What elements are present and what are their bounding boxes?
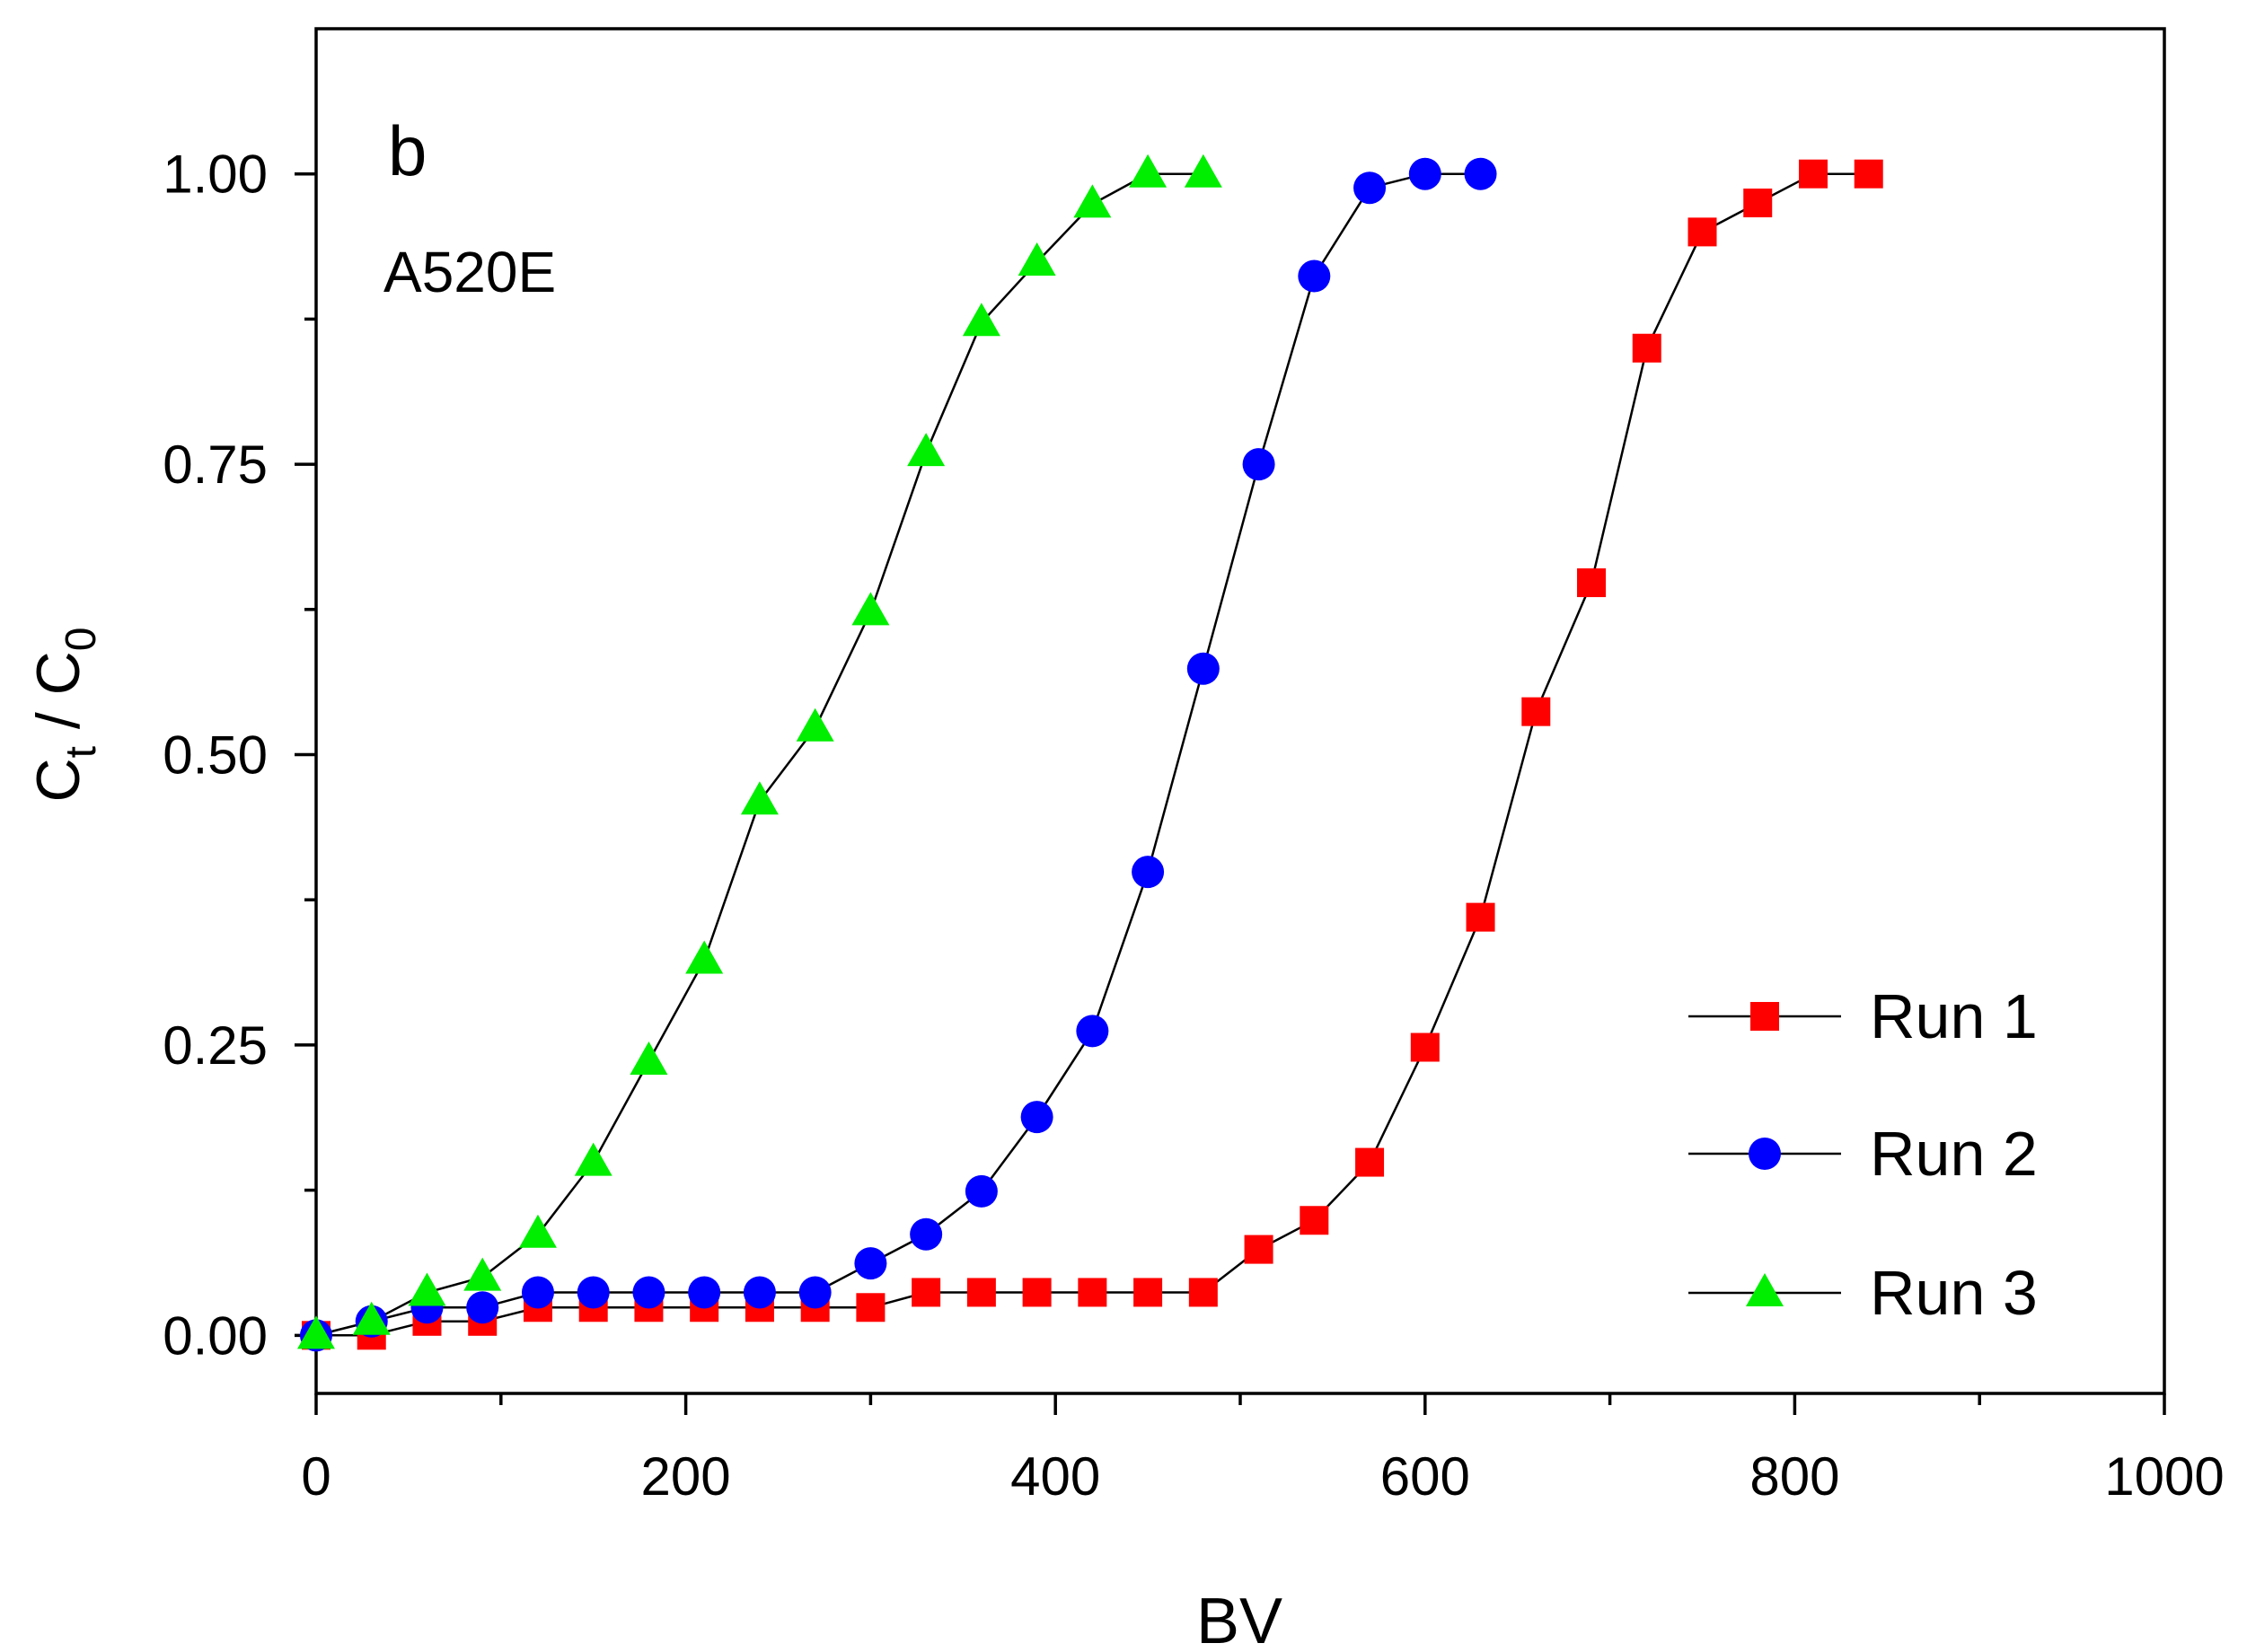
data-point-run-1 <box>856 1293 886 1322</box>
data-point-run-1 <box>1188 1278 1218 1307</box>
data-point-run-1 <box>966 1278 996 1307</box>
data-point-run-2 <box>965 1174 998 1208</box>
data-point-run-3 <box>1129 154 1168 188</box>
legend-label: Run 2 <box>1870 1119 2038 1189</box>
data-point-run-1 <box>1078 1278 1107 1307</box>
y-tick-label: 0.00 <box>163 1305 268 1366</box>
data-point-run-1 <box>1355 1147 1385 1177</box>
legend: Run 1 Run 2 Run 3 <box>1688 981 2038 1328</box>
data-point-run-3 <box>297 1315 335 1349</box>
legend-marker <box>1750 1002 1779 1031</box>
data-point-run-2 <box>1353 171 1387 205</box>
legend-marker <box>1749 1138 1781 1170</box>
panel-label: b <box>388 111 427 190</box>
data-point-run-1 <box>1854 159 1883 189</box>
data-point-run-2 <box>521 1276 554 1309</box>
data-point-run-3 <box>1018 242 1056 277</box>
data-point-run-3 <box>630 1041 668 1076</box>
data-point-run-3 <box>907 433 946 467</box>
data-point-run-1 <box>1022 1278 1052 1307</box>
data-point-run-2 <box>854 1247 887 1280</box>
data-point-run-3 <box>685 940 724 974</box>
data-point-run-3 <box>740 781 779 815</box>
data-point-run-2 <box>1186 652 1220 685</box>
data-point-run-2 <box>1020 1101 1053 1134</box>
data-point-run-2 <box>910 1217 943 1251</box>
data-point-run-2 <box>1132 856 1165 889</box>
y-tick-label: 0.50 <box>163 725 268 786</box>
y-tick-label: 1.00 <box>163 145 268 205</box>
data-point-run-1 <box>1798 159 1828 189</box>
data-point-run-2 <box>798 1276 832 1309</box>
plot-frame <box>314 27 2166 1395</box>
x-tick-label: 600 <box>1380 1446 1470 1507</box>
x-tick-label: 0 <box>301 1446 330 1507</box>
data-point-run-3 <box>574 1142 612 1176</box>
data-point-run-3 <box>408 1272 446 1306</box>
data-point-run-1 <box>1133 1278 1163 1307</box>
data-point-run-1 <box>1743 189 1773 218</box>
data-point-run-2 <box>1408 157 1441 190</box>
data-point-run-2 <box>1298 259 1331 293</box>
data-point-run-3 <box>352 1301 391 1335</box>
data-point-run-1 <box>1521 697 1551 726</box>
x-tick-label: 400 <box>1010 1446 1100 1507</box>
data-point-run-1 <box>1632 333 1661 363</box>
data-point-run-3 <box>851 592 890 626</box>
data-point-run-2 <box>1242 448 1275 481</box>
data-point-run-1 <box>1410 1032 1440 1062</box>
data-point-run-1 <box>1244 1235 1273 1264</box>
x-tick-label: 1000 <box>2104 1446 2224 1507</box>
x-axis-label: BV <box>1196 1586 1282 1652</box>
data-point-run-3 <box>796 707 834 742</box>
legend-marker <box>1746 1273 1784 1306</box>
data-point-run-2 <box>577 1276 610 1309</box>
data-point-run-2 <box>632 1276 665 1309</box>
data-point-run-1 <box>912 1278 941 1307</box>
annotation-label: A520E <box>383 240 556 304</box>
data-point-run-3 <box>463 1257 502 1291</box>
x-tick-label: 800 <box>1749 1446 1839 1507</box>
svg-text:Ct / C0: Ct / C0 <box>24 628 105 803</box>
data-point-run-1 <box>1300 1206 1329 1235</box>
data-point-run-3 <box>1184 154 1222 188</box>
data-point-run-2 <box>1464 157 1497 190</box>
y-tick-label: 0.75 <box>163 435 268 495</box>
data-point-run-3 <box>518 1214 557 1248</box>
data-point-run-3 <box>962 303 1000 337</box>
data-point-run-2 <box>743 1276 776 1309</box>
y-axis-label: Ct / C0 <box>24 628 105 803</box>
data-point-run-1 <box>1687 217 1717 247</box>
series-line-run-3 <box>315 172 1203 1337</box>
x-tick-label: 200 <box>641 1446 731 1507</box>
data-point-run-3 <box>1073 184 1112 218</box>
data-point-run-1 <box>1577 568 1607 598</box>
y-tick-label: 0.25 <box>163 1015 268 1076</box>
data-point-run-2 <box>688 1276 721 1309</box>
legend-label: Run 3 <box>1870 1258 2038 1328</box>
data-point-run-2 <box>466 1291 499 1324</box>
data-point-run-2 <box>1076 1015 1109 1048</box>
legend-label: Run 1 <box>1870 981 2038 1051</box>
series-line-run-2 <box>315 172 1481 1337</box>
data-point-run-1 <box>1466 902 1495 932</box>
